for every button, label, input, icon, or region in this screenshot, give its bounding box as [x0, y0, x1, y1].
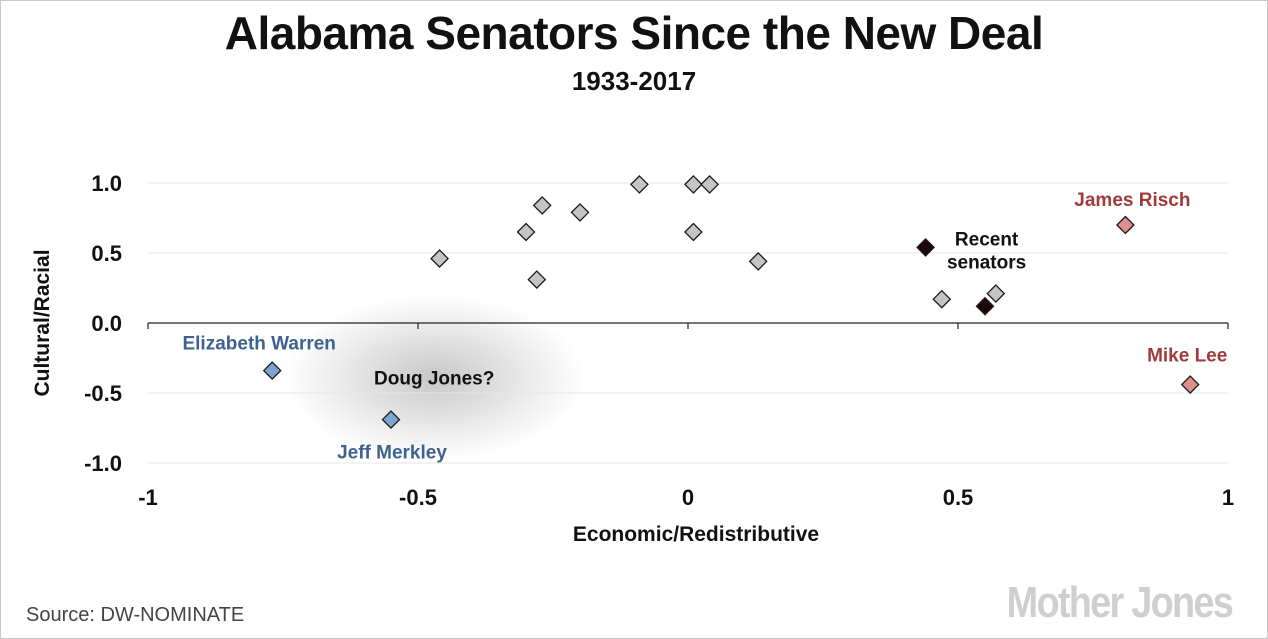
y-tick-label: -0.5 — [84, 381, 122, 406]
point-label: James Risch — [1074, 190, 1190, 211]
recent-senators-annotation-line2: senators — [947, 252, 1026, 273]
democrat-senator-point — [262, 361, 282, 381]
senator-point — [516, 222, 536, 242]
recent-senator-point — [916, 237, 936, 257]
y-tick-label: 0.0 — [91, 311, 122, 336]
recent-senator-point — [975, 296, 995, 316]
y-tick-label: 0.5 — [91, 241, 122, 266]
senator-point — [570, 202, 590, 222]
y-tick-label: 1.0 — [91, 171, 122, 196]
doug-jones-annotation: Doug Jones? — [374, 369, 494, 390]
point-label: Mike Lee — [1147, 346, 1227, 367]
x-tick-label: 0.5 — [943, 485, 974, 510]
senator-point — [748, 251, 768, 271]
doug-jones-glow — [284, 295, 585, 460]
x-tick-label: 0 — [682, 485, 694, 510]
x-tick-label: -1 — [138, 485, 158, 510]
chart-subtitle: 1933-2017 — [571, 66, 697, 96]
senator-point — [932, 289, 952, 309]
republican-senator-point — [1115, 215, 1135, 235]
x-tick-label: -0.5 — [399, 485, 437, 510]
senator-point — [629, 174, 649, 194]
point-label: Elizabeth Warren — [182, 334, 335, 355]
x-axis-title: Economic/Redistributive — [573, 523, 819, 546]
senator-point — [683, 174, 703, 194]
point-label: Jeff Merkley — [337, 443, 447, 464]
y-tick-label: -1.0 — [84, 451, 122, 476]
source-note: Source: DW-NOMINATE — [26, 604, 245, 626]
senator-point — [532, 195, 552, 215]
republican-senator-point — [1180, 375, 1200, 395]
senator-point — [527, 270, 547, 290]
chart-title: Alabama Senators Since the New Deal — [224, 7, 1044, 59]
recent-senators-annotation-line1: Recent — [955, 229, 1019, 250]
democrat-senator-point — [381, 410, 401, 430]
x-tick-label: 1 — [1222, 485, 1234, 510]
senator-point — [700, 174, 720, 194]
senator-point — [430, 249, 450, 269]
senator-point — [986, 284, 1006, 304]
senator-point — [683, 222, 703, 242]
brand-logo: Mother Jones — [1006, 578, 1234, 627]
y-axis-title: Cultural/Racial — [31, 249, 54, 396]
